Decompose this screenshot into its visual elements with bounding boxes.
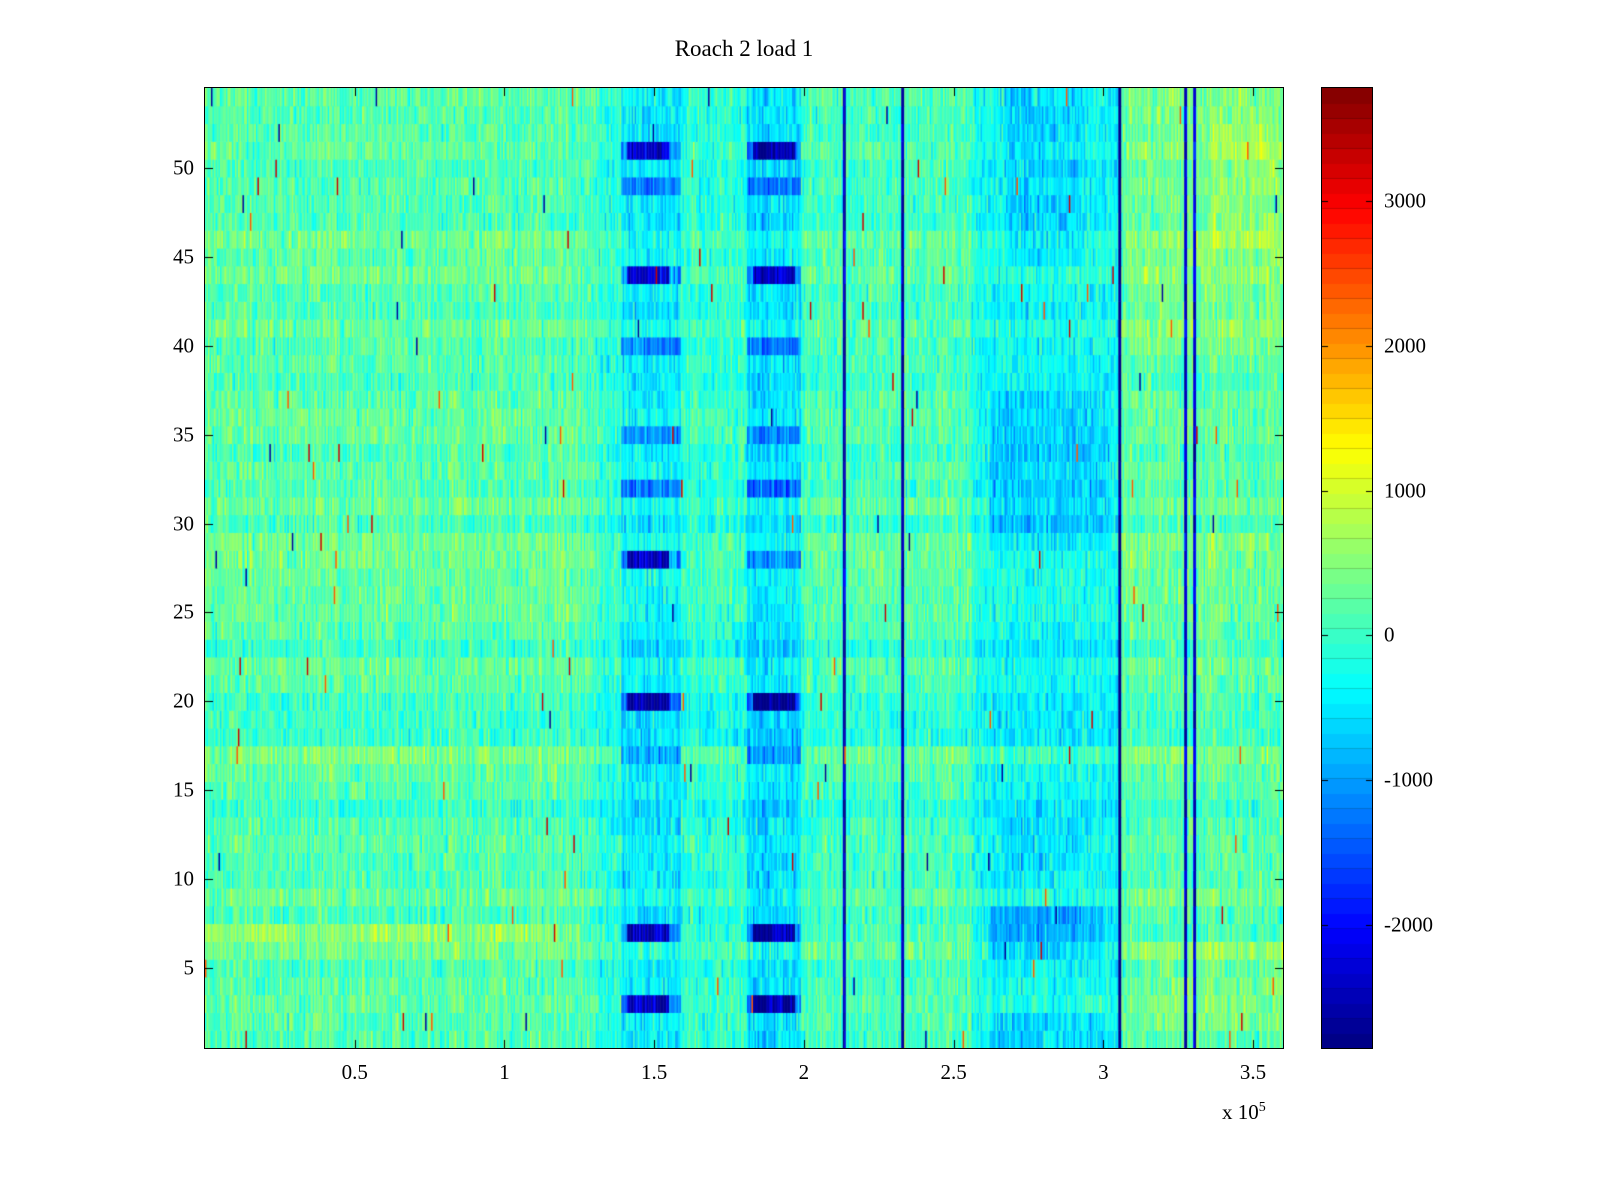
y-tick-label: 20 <box>173 688 194 713</box>
offset-exponent: 5 <box>1258 1100 1266 1115</box>
chart-title: Roach 2 load 1 <box>674 36 814 61</box>
x-tick-label: 2.5 <box>940 1060 967 1084</box>
y-tick-label: 40 <box>173 333 194 358</box>
y-tick-label: 25 <box>173 599 194 624</box>
y-tick-label: 15 <box>173 777 194 802</box>
colorbar-tick-label: 1000 <box>1384 478 1426 503</box>
y-tick-label: 50 <box>173 155 194 180</box>
x-tick-label: 0.5 <box>341 1060 368 1084</box>
heatmap-canvas <box>205 88 1283 1048</box>
x-tick-label: 3 <box>1098 1060 1109 1084</box>
offset-prefix: x 10 <box>1222 1100 1259 1124</box>
y-tick-label: 30 <box>173 511 194 536</box>
colorbar-canvas <box>1322 88 1372 1048</box>
x-tick-label: 2 <box>798 1060 810 1084</box>
y-tick-label: 5 <box>183 955 195 980</box>
y-tick-label: 35 <box>173 422 194 447</box>
y-tick-label: 45 <box>173 244 194 269</box>
colorbar-tick-label: -1000 <box>1384 767 1433 792</box>
plot-area <box>204 87 1284 1049</box>
x-tick-label: 3.5 <box>1239 1060 1267 1084</box>
x-tick-label: 1.5 <box>641 1060 668 1084</box>
colorbar-tick-label: -2000 <box>1384 912 1433 937</box>
colorbar-tick-label: 3000 <box>1384 188 1426 213</box>
y-tick-label: 10 <box>173 866 194 891</box>
colorbar <box>1321 87 1373 1049</box>
colorbar-tick-label: 0 <box>1384 622 1395 647</box>
x-axis-offset-label: x 105 <box>1222 1100 1266 1125</box>
colorbar-tick-label: 2000 <box>1384 333 1426 358</box>
x-tick-label: 1 <box>499 1060 510 1084</box>
